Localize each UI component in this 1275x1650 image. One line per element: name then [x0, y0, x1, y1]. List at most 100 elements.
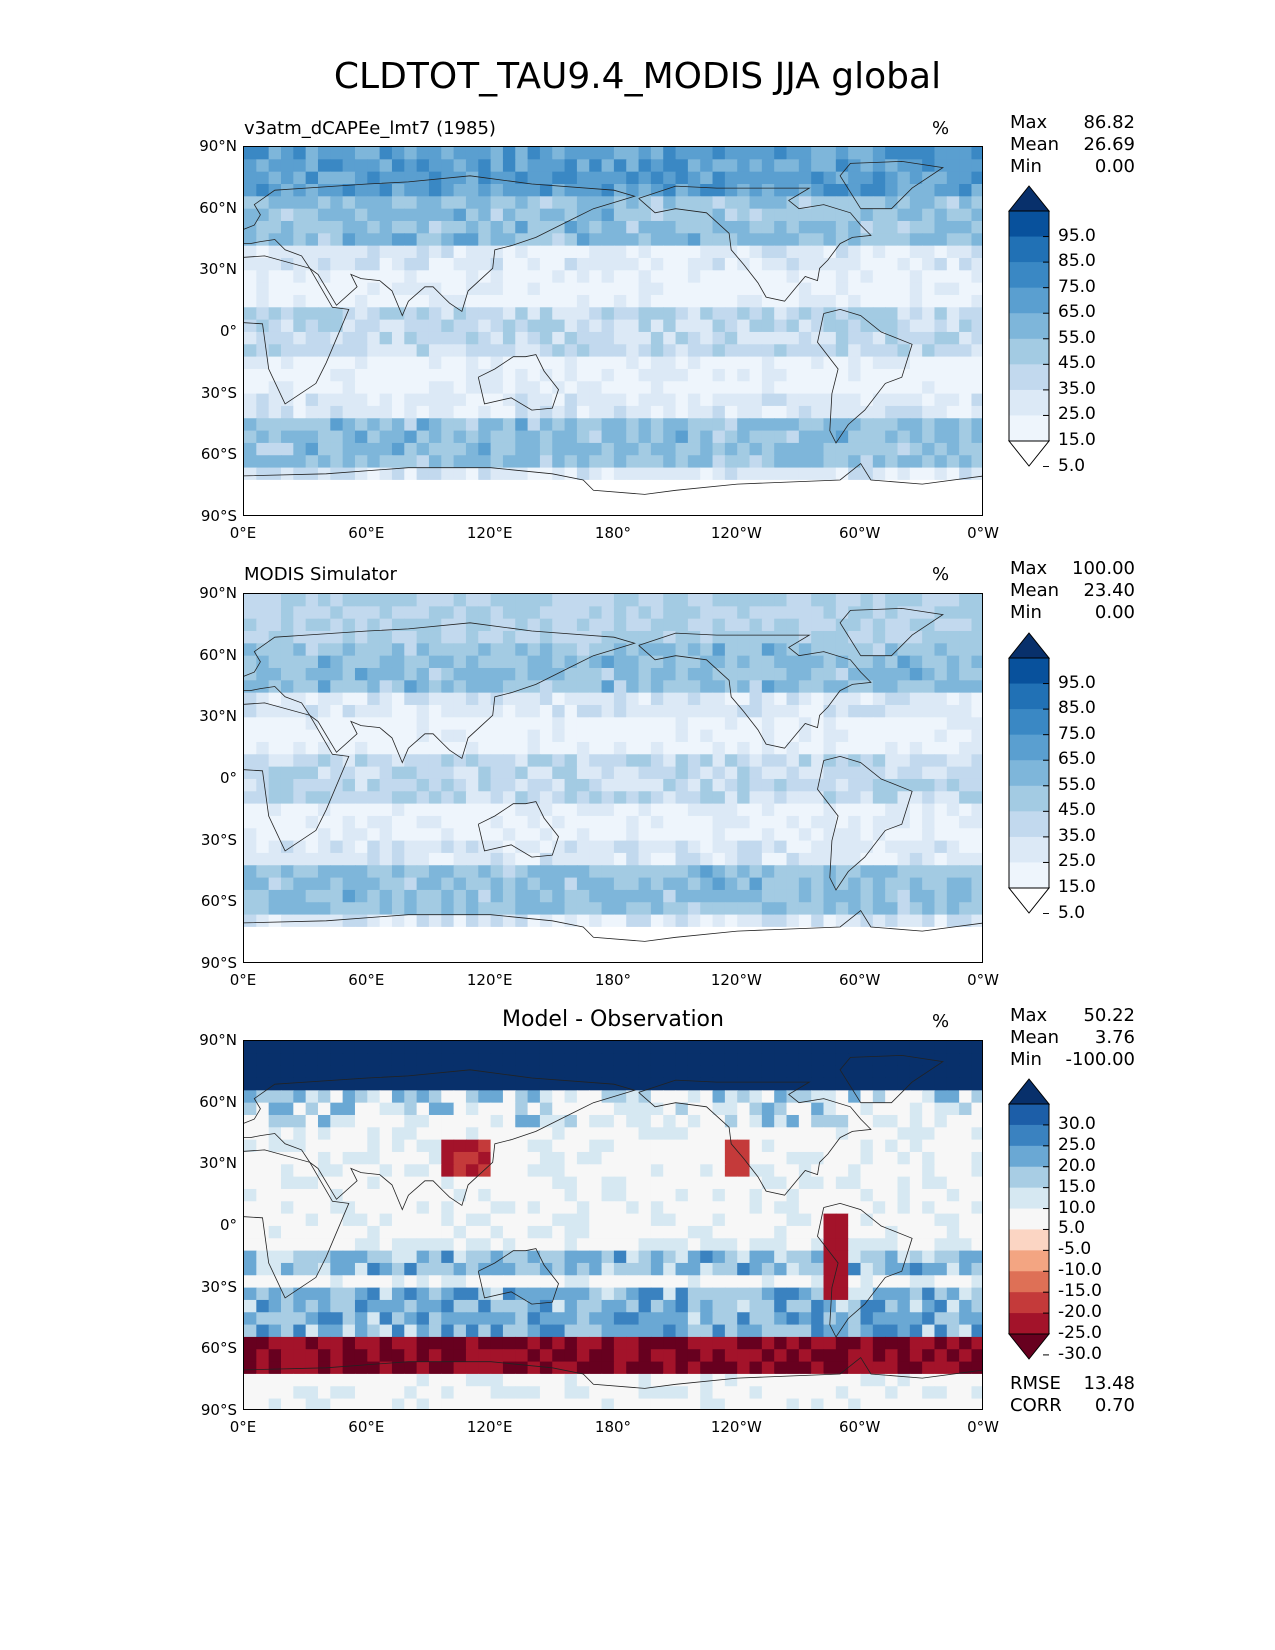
- field-cell: [823, 282, 837, 296]
- field-cell: [724, 618, 738, 632]
- field-cell: [244, 618, 257, 632]
- field-cell: [391, 877, 405, 891]
- field-cell: [465, 381, 479, 395]
- field-cell: [367, 840, 381, 854]
- field-cell: [404, 1065, 418, 1079]
- field-cell: [280, 704, 294, 718]
- field-cell: [601, 171, 615, 185]
- field-cell: [391, 455, 405, 469]
- field-cell: [897, 1151, 911, 1165]
- field-cell: [539, 381, 553, 395]
- field-cell: [465, 1213, 479, 1227]
- field-cell: [724, 766, 738, 780]
- field-cell: [897, 282, 911, 296]
- field-cell: [515, 344, 529, 358]
- field-cell: [490, 852, 504, 866]
- field-cell: [453, 1090, 467, 1104]
- field-cell: [786, 208, 800, 222]
- field-cell: [601, 926, 615, 940]
- field-cell: [761, 1065, 775, 1079]
- field-cell: [564, 741, 578, 755]
- field-cell: [613, 951, 627, 962]
- field-cell: [737, 630, 751, 644]
- field-cell: [897, 1090, 911, 1104]
- field-cell: [428, 233, 442, 247]
- field-cell: [490, 356, 504, 370]
- field-cell: [354, 1139, 368, 1153]
- field-cell: [268, 442, 282, 456]
- field-cell: [798, 680, 812, 694]
- field-cell: [786, 1114, 800, 1128]
- field-cell: [268, 492, 282, 506]
- field-cell: [959, 1188, 973, 1202]
- field-cell: [330, 455, 344, 469]
- field-cell: [342, 1250, 356, 1264]
- field-cell: [835, 791, 849, 805]
- field-cell: [515, 926, 529, 940]
- field-cell: [342, 393, 356, 407]
- field-cell: [305, 667, 319, 681]
- field-cell: [872, 1201, 886, 1215]
- field-cell: [946, 270, 960, 284]
- field-cell: [354, 643, 368, 657]
- field-cell: [256, 344, 270, 358]
- field-cell: [922, 319, 936, 333]
- field-cell: [835, 667, 849, 681]
- field-cell: [946, 692, 960, 706]
- field-cell: [737, 294, 751, 308]
- field-cell: [959, 766, 973, 780]
- field-cell: [798, 171, 812, 185]
- field-cell: [256, 852, 270, 866]
- field-cell: [379, 667, 393, 681]
- field-cell: [305, 1238, 319, 1252]
- field-cell: [885, 479, 899, 493]
- field-cell: [946, 442, 960, 456]
- field-cell: [490, 655, 504, 669]
- field-cell: [293, 1065, 307, 1079]
- field-cell: [244, 815, 257, 829]
- field-cell: [589, 344, 603, 358]
- field-cell: [786, 926, 800, 940]
- field-cell: [946, 655, 960, 669]
- field-cell: [330, 282, 344, 296]
- field-cell: [293, 791, 307, 805]
- field-cell: [367, 655, 381, 669]
- field-cell: [305, 393, 319, 407]
- field-cell: [737, 729, 751, 743]
- field-cell: [589, 171, 603, 185]
- field-cell: [922, 1201, 936, 1215]
- field-cell: [465, 741, 479, 755]
- field-cell: [700, 680, 714, 694]
- field-cell: [712, 479, 726, 493]
- field-cell: [613, 356, 627, 370]
- field-cell: [860, 643, 874, 657]
- field-cell: [589, 1127, 603, 1141]
- field-cell: [909, 455, 923, 469]
- field-cell: [515, 208, 529, 222]
- field-cell: [724, 594, 738, 607]
- field-cell: [946, 889, 960, 903]
- field-cell: [724, 1053, 738, 1067]
- field-cell: [367, 331, 381, 345]
- field-cell: [428, 1201, 442, 1215]
- field-cell: [774, 939, 788, 953]
- field-cell: [564, 939, 578, 953]
- field-cell: [416, 1250, 430, 1264]
- field-cell: [650, 344, 664, 358]
- field-cell: [502, 1250, 516, 1264]
- field-cell: [774, 1188, 788, 1202]
- field-cell: [786, 331, 800, 345]
- field-cell: [453, 630, 467, 644]
- field-cell: [737, 951, 751, 962]
- field-cell: [835, 643, 849, 657]
- field-cell: [774, 257, 788, 271]
- field-cell: [305, 1077, 319, 1091]
- field-cell: [293, 381, 307, 395]
- field-cell: [798, 1225, 812, 1239]
- field-cell: [774, 951, 788, 962]
- field-cell: [737, 717, 751, 731]
- field-cell: [786, 294, 800, 308]
- field-cell: [367, 183, 381, 197]
- field-cell: [404, 1164, 418, 1178]
- field-cell: [848, 741, 862, 755]
